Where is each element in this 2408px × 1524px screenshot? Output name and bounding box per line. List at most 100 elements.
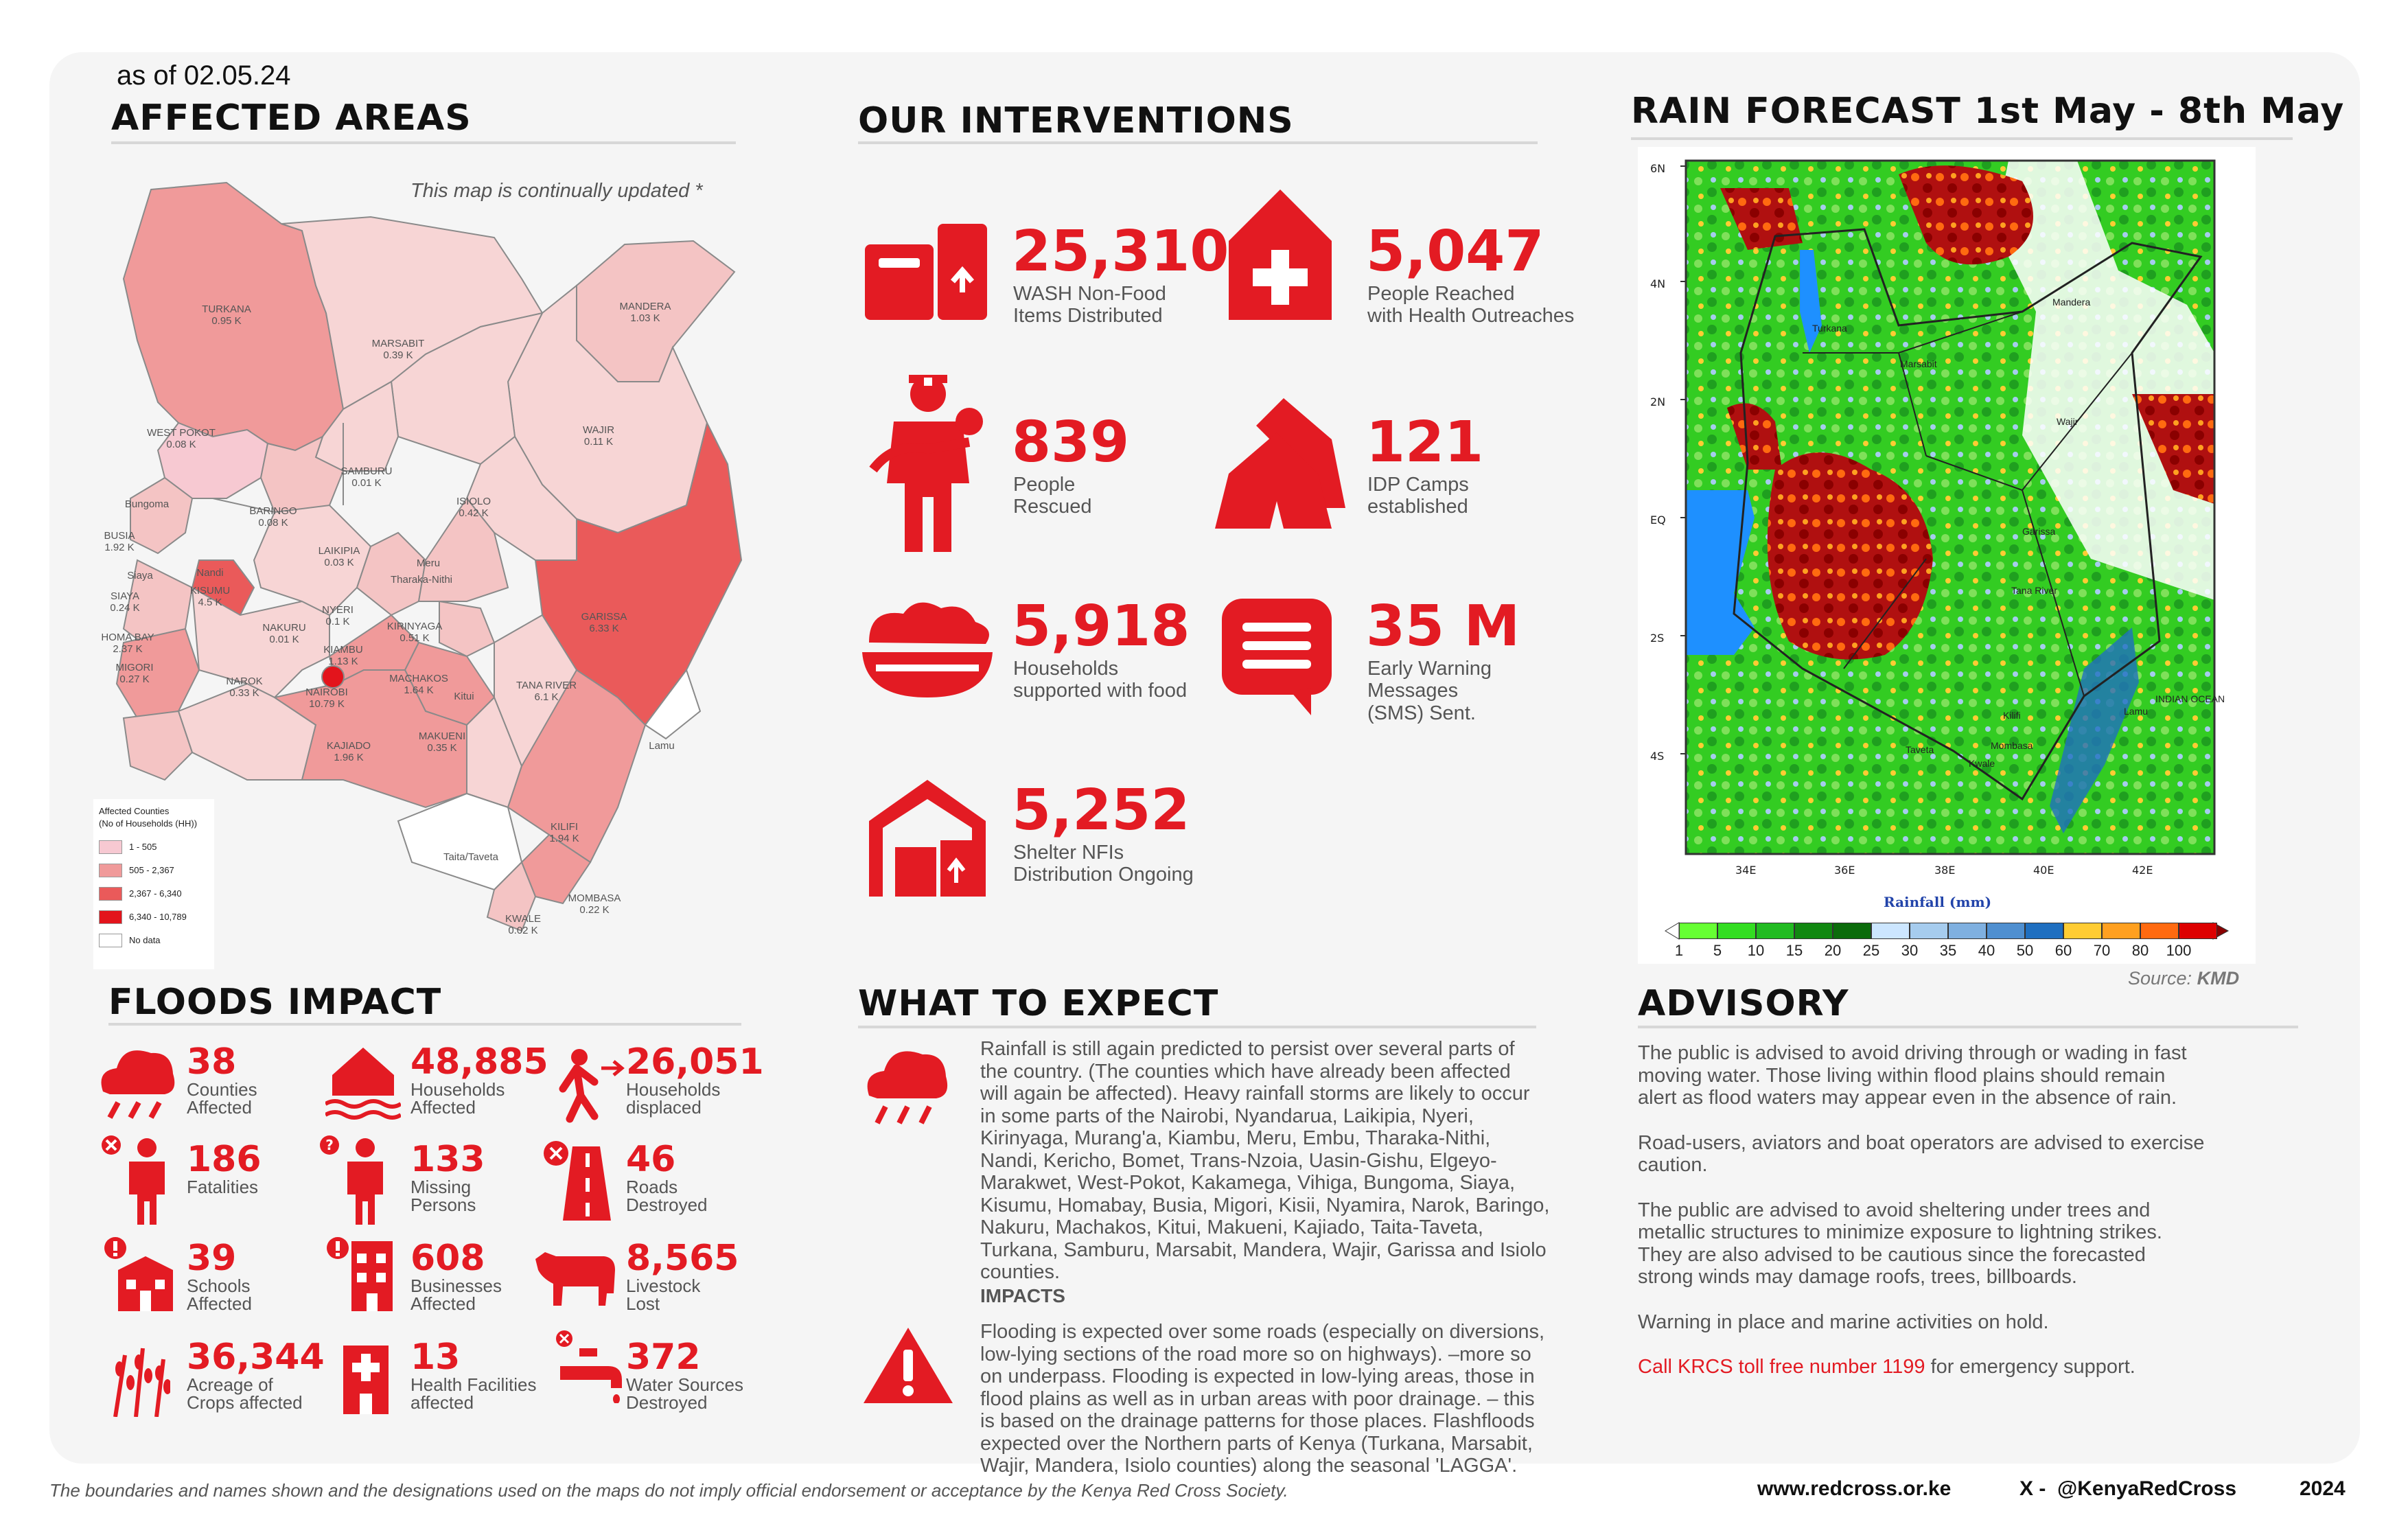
school-icon [104,1237,173,1311]
colorbar-tick-label: 25 [1862,942,1880,959]
legend-label: 6,340 - 10,789 [129,912,187,922]
county-name: TANA RIVER [516,680,577,691]
county-label: MANDERA 1.03 K [604,301,686,324]
divider [1631,137,2293,140]
social-link[interactable]: X - @KenyaRedCross [2019,1477,2237,1500]
county-value: 1.13 K [328,656,358,667]
county-name: BARINGO [249,505,297,517]
legend-swatch [99,910,122,924]
colorbar-segment [2025,923,2063,939]
county-value: 1.94 K [549,833,579,844]
health-facility-icon [343,1346,389,1414]
affected-areas-title: AFFECTED AREAS [111,97,472,139]
intervention-label: People Rescued [1013,474,1301,518]
map-legend: Affected Counties (No of Households (HH)… [93,799,214,969]
label-line: (SMS) Sent. [1367,702,1476,724]
county-label: MIGORI 0.27 K [93,662,176,685]
colorbar-tick-label: 80 [2131,942,2149,959]
colorbar-tick-label: 35 [1939,942,1957,959]
rain-text-line: Kirinyaga, Murang'a, Kiambu, Meru, Embu,… [980,1127,1491,1149]
county-value: 1.64 K [404,684,434,696]
impact-value: 372 [626,1337,701,1378]
legend-label: 1 - 505 [129,842,157,852]
label-line: People [1013,474,1076,496]
forecast-title: RAIN FORECAST 1st May - 8th May [1631,91,2345,132]
county-name: Kitui [454,691,474,702]
county-value: 0.35 K [427,742,457,754]
label-line: Distribution Ongoing [1013,864,1194,886]
county-value: 0.39 K [383,349,413,361]
county-name: KIAMBU [323,644,363,656]
county-label: Meru [387,557,470,569]
label-line: Businesses [410,1275,502,1296]
county-label: LAIKIPIA 0.03 K [298,545,380,568]
label-line: established [1367,496,1468,518]
advisory-title: ADVISORY [1638,983,1849,1024]
advisory-paragraph: Road-users, aviators and boat operators … [1638,1132,2311,1177]
label-line: Rescued [1013,496,1092,518]
advisory-line: Road-users, aviators and boat operators … [1638,1131,2205,1154]
county-label: KISUMU 4.5 K [169,585,251,608]
as-of-date: as of 02.05.24 [117,60,291,91]
fatality-person-icon [102,1135,165,1225]
label-line: Counties [187,1079,257,1100]
intervention-value: 121 [1366,410,1484,475]
rescuer-icon [869,375,983,552]
advisory-line: The public are advised to avoid shelteri… [1638,1199,2151,1221]
intervention-label: IDP Camps established [1367,474,1656,518]
county-name: KIRINYAGA [386,621,443,632]
rainfall-forecast-map [1638,147,2256,964]
impact-value: 26,051 [626,1041,764,1083]
impact-label: Health Facilities affected [410,1376,616,1411]
county-label: MACHAKOS 1.64 K [378,673,460,696]
label-line: Water Sources [626,1374,743,1395]
map-disclaimer: The boundaries and names shown and the d… [49,1480,1288,1501]
impact-text-line: on underpass. Flooding is expected in lo… [980,1365,1535,1387]
label-line: Acreage of [187,1374,273,1395]
label-line: Livestock [626,1275,701,1296]
county-name: KISUMU [189,585,231,597]
county-label: TURKANA 0.95 K [185,303,268,327]
lat-label: 2N [1650,395,1666,408]
lat-label: 2S [1650,632,1665,645]
legend-label: 505 - 2,367 [129,865,174,875]
county-name: BUSIA [104,530,135,542]
impact-value: 39 [187,1238,237,1279]
intervention-value: 5,918 [1012,594,1190,659]
advisory-line: moving water. Those living within flood … [1638,1064,2166,1087]
toll-free-number[interactable]: Call KRCS toll free number 1199 [1638,1356,1925,1378]
forecast-place-label: Kilifi [2003,710,2021,721]
advisory-line: strong winds may damage roofs, trees, bi… [1638,1266,2077,1288]
business-icon [327,1237,393,1311]
colorbar-segment [1756,923,1794,939]
lat-label: 4N [1650,277,1666,290]
label-line: Households [626,1079,721,1100]
advisory-paragraph: The public are advised to avoid shelteri… [1638,1199,2311,1289]
forecast-place-label: Kwale [1969,758,1995,769]
label-line: IDP Camps [1367,474,1469,496]
forecast-place-label: Taveta [1906,744,1934,755]
lat-label: 4S [1650,750,1665,763]
label-line: Early Warning [1367,658,1492,680]
impact-label: Missing Persons [410,1178,616,1214]
legend-swatch [99,840,122,854]
label-line: Affected [410,1097,476,1118]
forecast-place-label: Tana River [2011,585,2057,596]
map-note: This map is continually updated * [410,180,703,202]
colorbar-segment [1871,923,1910,939]
impact-text-line: expected over the Northern parts of Keny… [980,1432,1533,1455]
rain-text-line: counties. [980,1261,1061,1283]
website-link[interactable]: www.redcross.or.ke [1757,1477,1952,1500]
county-name: KAJIADO [326,740,371,752]
county-label: BUSIA 1.92 K [78,530,161,553]
colorbar-tick-label: 5 [1713,942,1722,959]
label-line: Roads [626,1177,678,1197]
county-name: MACHAKOS [389,673,448,684]
missing-person-icon: ? [320,1135,383,1225]
rain-text-line: the country. (The counties which have al… [980,1060,1511,1083]
impact-text-line: low-lying sections of the road more so o… [980,1343,1531,1365]
county-value: 0.42 K [459,507,489,519]
impact-label: Households Affected [410,1081,616,1116]
advisory-text: The public is advised to avoid driving t… [1638,1042,2311,1378]
county-label: NAROK 0.33 K [203,676,286,699]
